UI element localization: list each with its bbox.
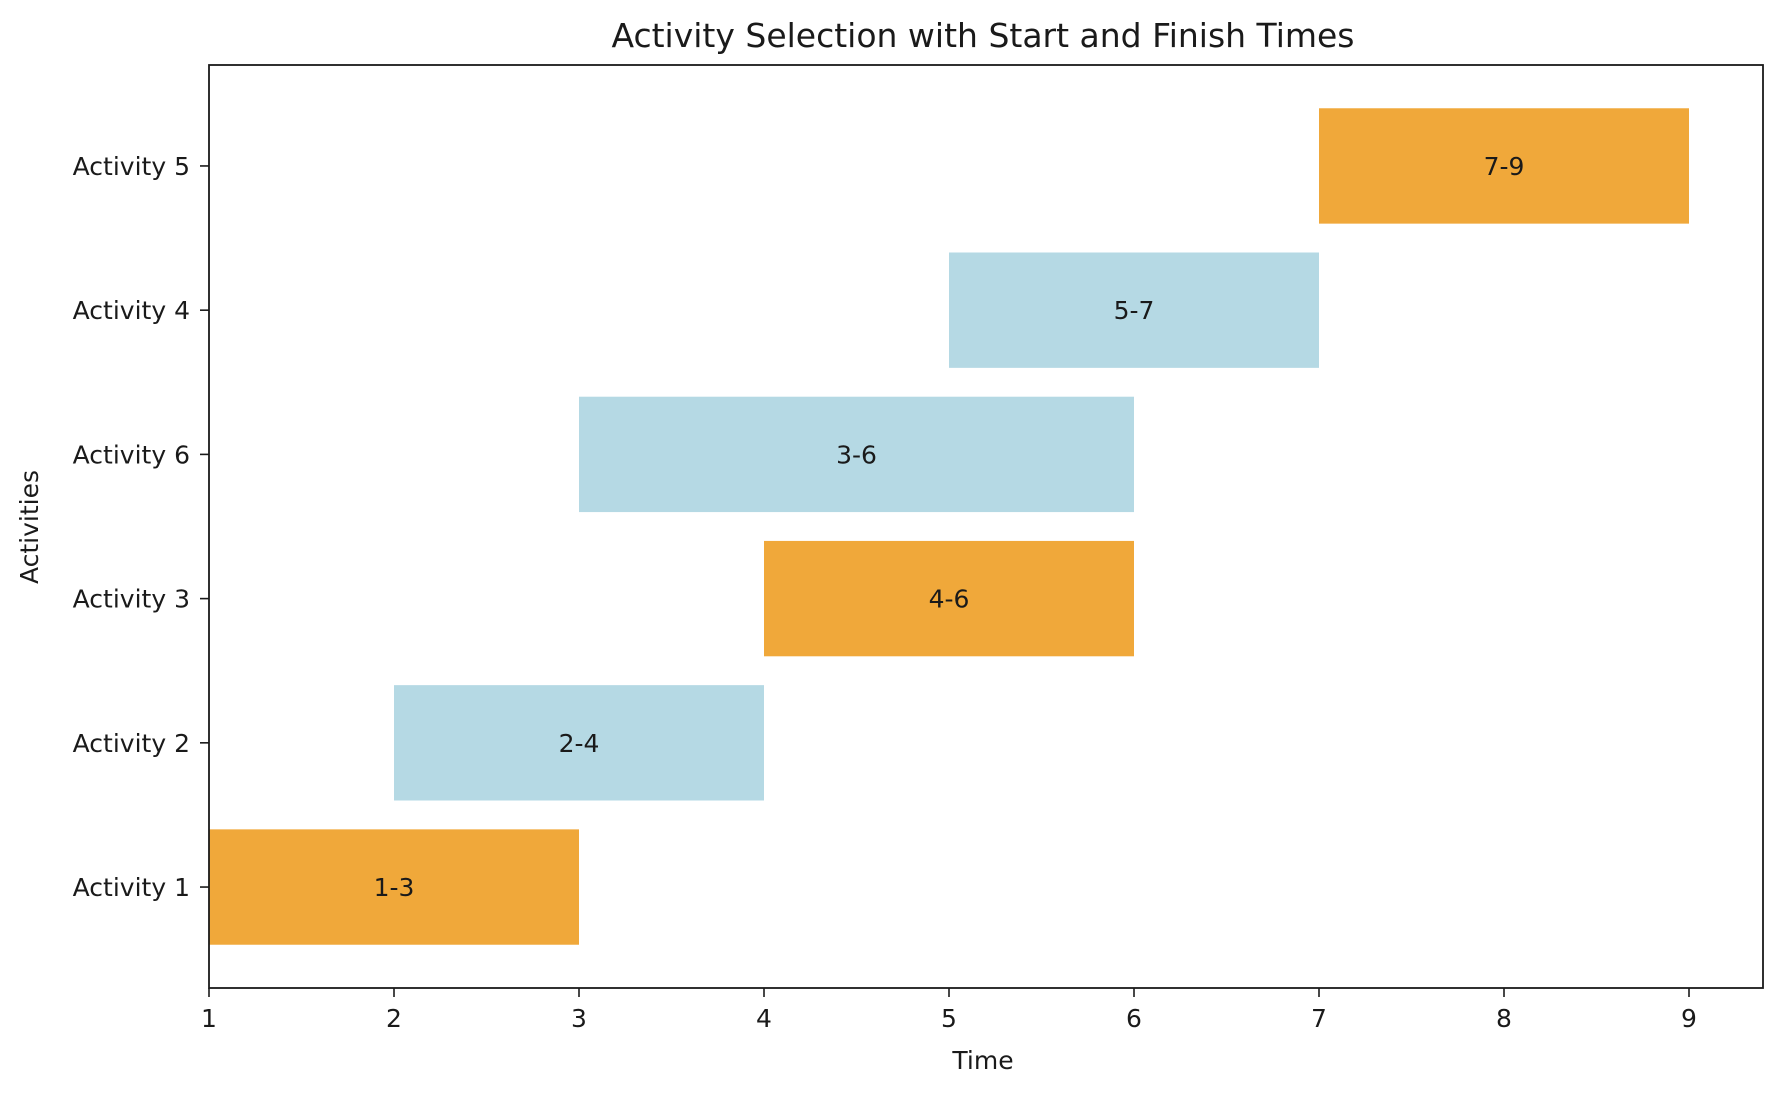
x-axis-ticks: 1 2 3 4 5 6 7 8 9 bbox=[201, 988, 1697, 1033]
x-tick-label: 5 bbox=[941, 1004, 957, 1033]
bar-value-label: 1-3 bbox=[374, 873, 415, 902]
bar-value-label: 3-6 bbox=[836, 440, 877, 469]
bar-value-label: 4-6 bbox=[929, 585, 970, 614]
bar-value-label: 2-4 bbox=[559, 729, 600, 758]
x-tick-label: 9 bbox=[1681, 1004, 1697, 1033]
x-tick-label: 2 bbox=[386, 1004, 402, 1033]
y-tick-label: Activity 6 bbox=[73, 440, 190, 469]
bars-layer bbox=[209, 108, 1689, 945]
y-tick-label: Activity 2 bbox=[73, 729, 190, 758]
y-tick-label: Activity 5 bbox=[73, 152, 190, 181]
x-tick-label: 6 bbox=[1126, 1004, 1142, 1033]
x-tick-label: 4 bbox=[756, 1004, 772, 1033]
chart-title: Activity Selection with Start and Finish… bbox=[611, 16, 1354, 55]
bar-activity-3 bbox=[764, 540, 1134, 657]
bar-activity-4 bbox=[949, 252, 1319, 368]
bar-labels-layer: 1-3 2-4 4-6 3-6 5-7 7-9 bbox=[374, 152, 1525, 902]
y-tick-label: Activity 1 bbox=[73, 873, 190, 902]
y-tick-label: Activity 3 bbox=[73, 585, 190, 614]
x-tick-label: 7 bbox=[1311, 1004, 1327, 1033]
bar-value-label: 7-9 bbox=[1484, 152, 1525, 181]
bar-activity-5 bbox=[1319, 108, 1689, 224]
x-tick-label: 8 bbox=[1496, 1004, 1512, 1033]
y-tick-label: Activity 4 bbox=[73, 296, 190, 325]
y-axis-label: Activities bbox=[15, 470, 44, 584]
x-axis-label: Time bbox=[951, 1046, 1013, 1075]
x-tick-label: 3 bbox=[571, 1004, 587, 1033]
plot-area-frame bbox=[208, 64, 1764, 989]
bar-activity-6 bbox=[579, 396, 1134, 513]
y-axis-ticks: Activity 1 Activity 2 Activity 3 Activity 6… bbox=[73, 152, 209, 902]
bar-value-label: 5-7 bbox=[1114, 296, 1155, 325]
x-tick-label: 1 bbox=[201, 1004, 217, 1033]
bar-activity-2 bbox=[394, 685, 764, 801]
bar-activity-1 bbox=[209, 829, 579, 945]
